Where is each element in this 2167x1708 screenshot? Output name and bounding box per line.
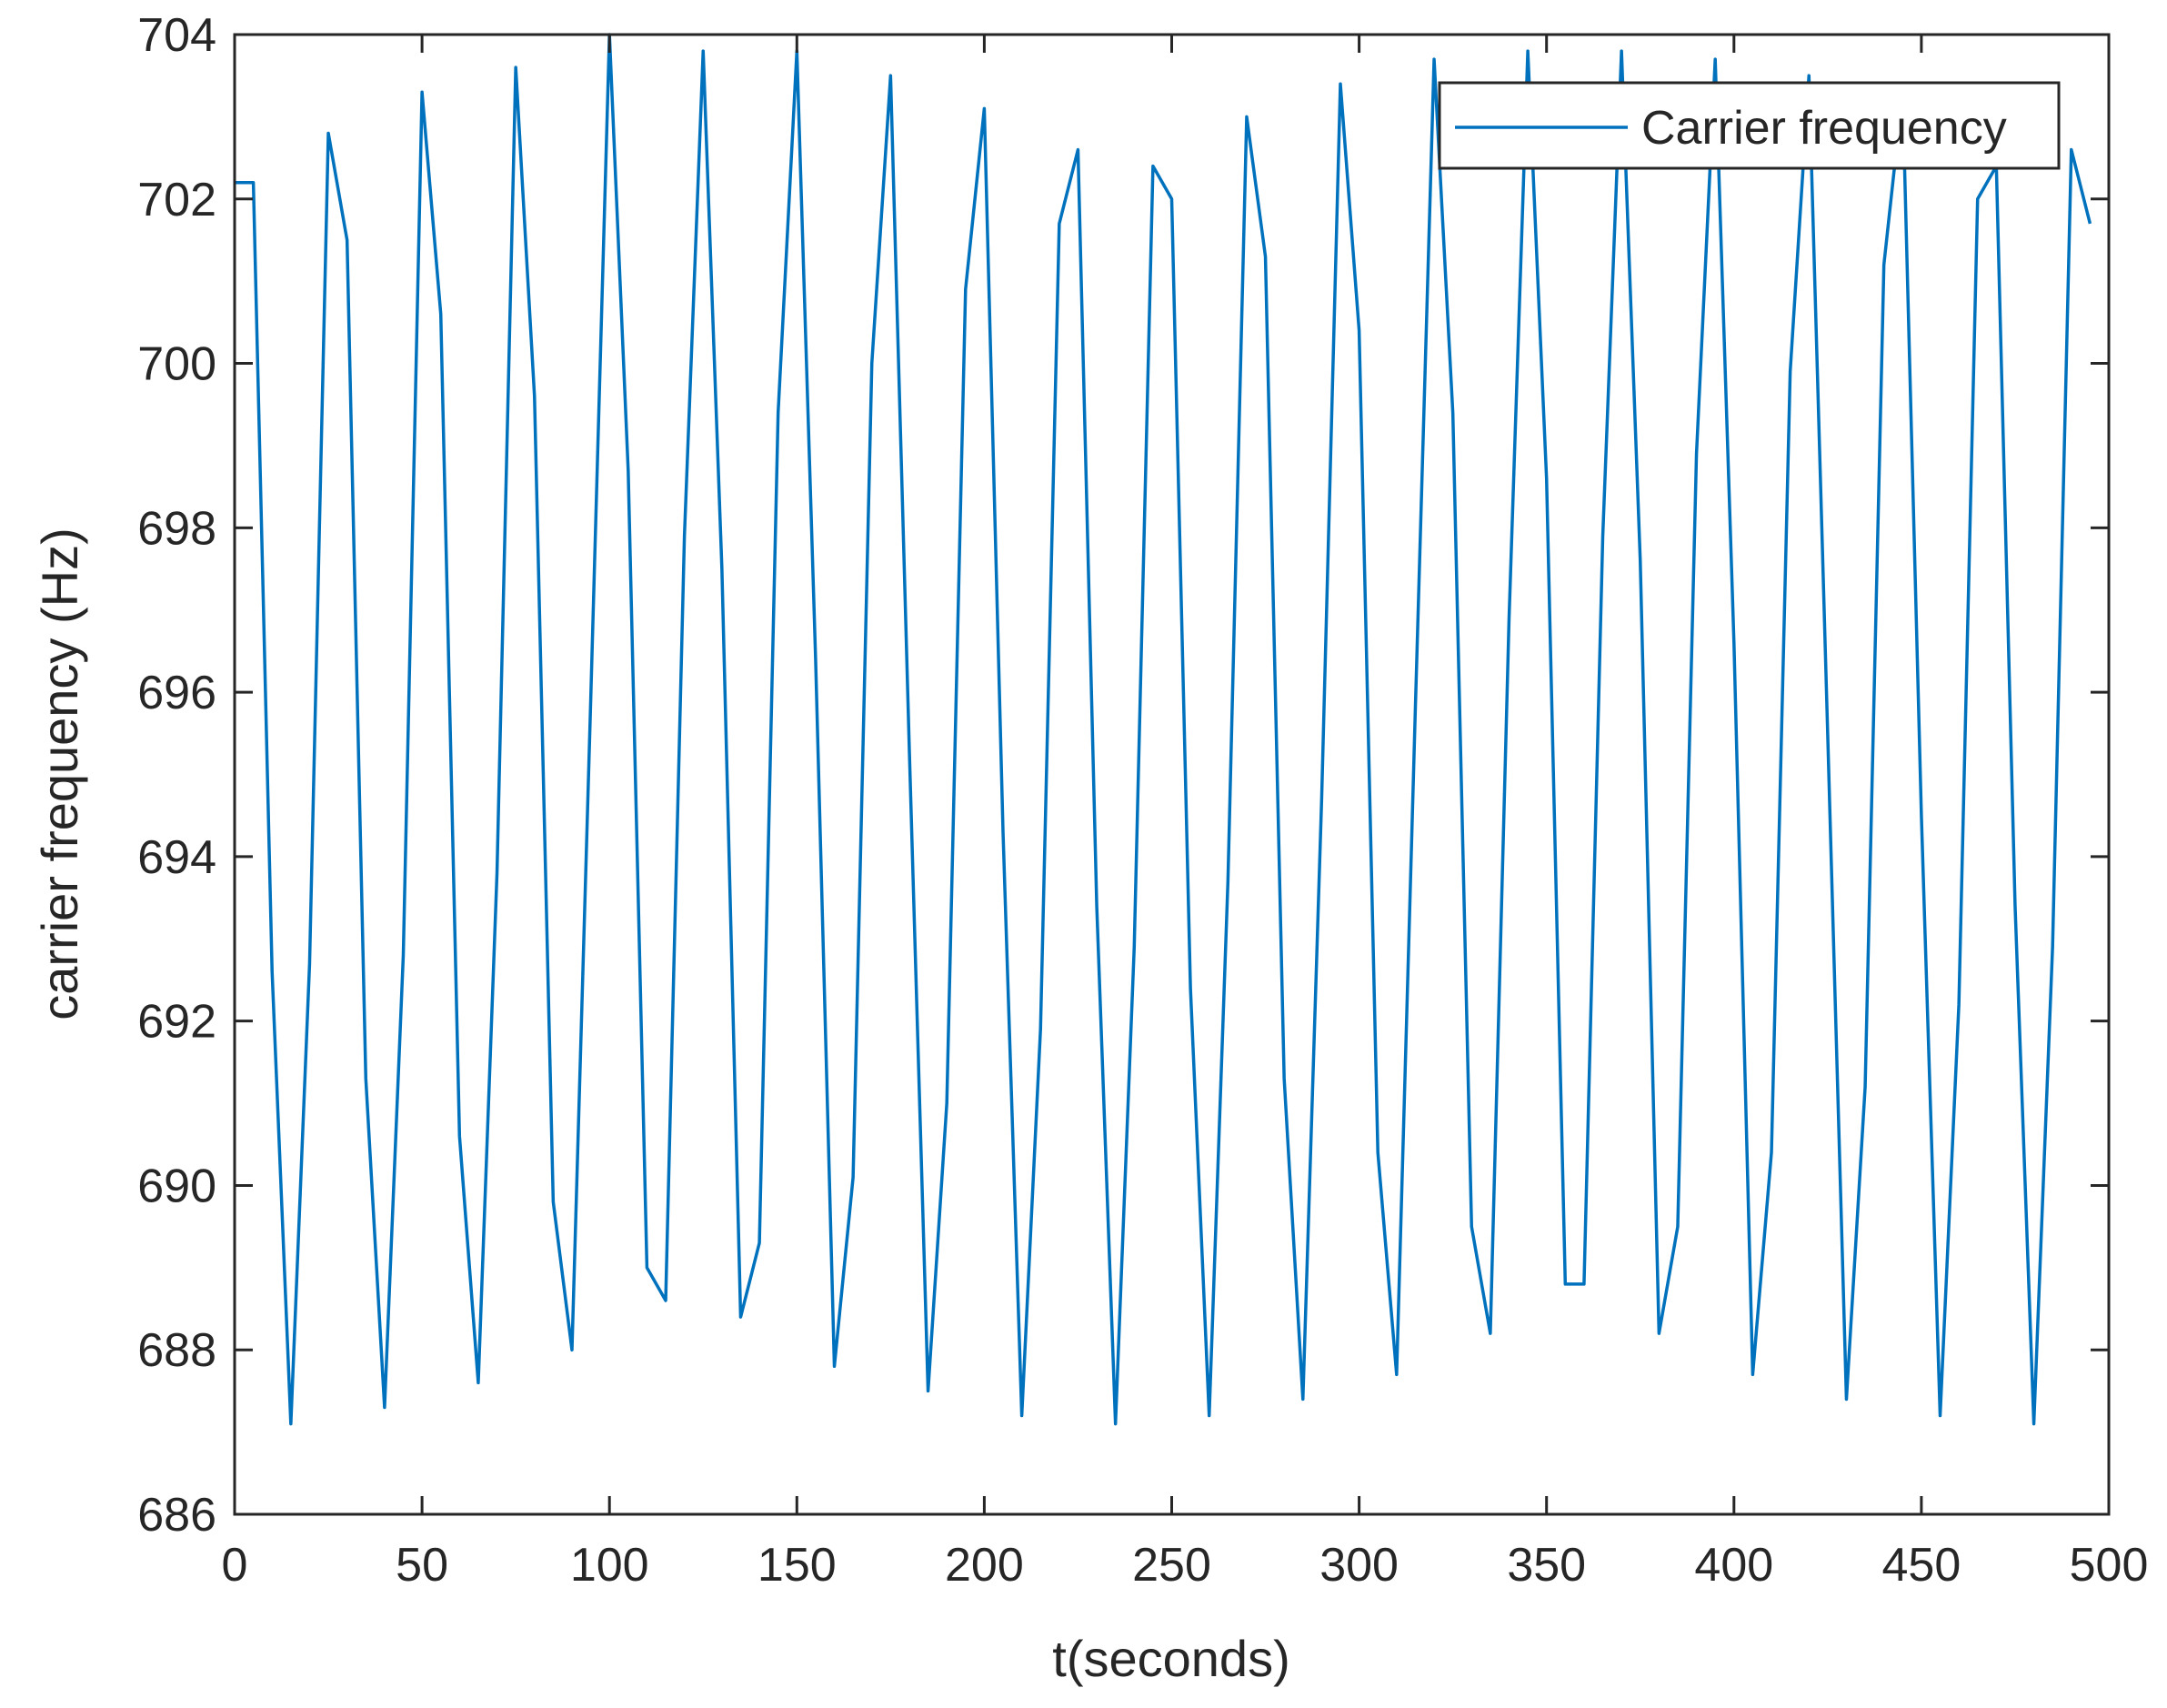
x-tick-label: 100 <box>570 1539 649 1592</box>
x-tick-label: 50 <box>396 1539 448 1592</box>
y-tick-label: 698 <box>137 502 216 555</box>
y-tick-label: 696 <box>137 667 216 719</box>
x-tick-label: 450 <box>1882 1539 1961 1592</box>
x-tick-label: 350 <box>1507 1539 1586 1592</box>
series-line-1 <box>235 33 2092 1426</box>
y-axis-label: carrier frequency (Hz) <box>31 527 88 1020</box>
legend-box <box>1438 81 2061 170</box>
y-tick-label: 700 <box>137 338 216 391</box>
x-tick-label: 250 <box>1132 1539 1211 1592</box>
y-tick-label: 690 <box>137 1160 216 1212</box>
x-tick-label: 500 <box>2070 1539 2149 1592</box>
series-layer <box>235 33 2092 1426</box>
y-tick-label: 688 <box>137 1324 216 1377</box>
y-tick-label: 692 <box>137 996 216 1049</box>
x-tick-label: 300 <box>1319 1539 1399 1592</box>
y-tick-label: 704 <box>137 9 216 62</box>
y-tick-label: 686 <box>137 1489 216 1542</box>
x-tick-label: 400 <box>1694 1539 1773 1592</box>
legend: Carrier frequency <box>1438 81 2061 170</box>
x-tick-label: 200 <box>945 1539 1024 1592</box>
x-axis-label: t(seconds) <box>1052 1630 1289 1687</box>
y-tick-label: 694 <box>137 831 216 884</box>
x-tick-label: 150 <box>757 1539 837 1592</box>
x-tick-label: 0 <box>222 1539 248 1592</box>
axes-layer: 0 50 100 150 200 250 300 350 400 450 500 686 688 690 6… <box>137 9 2148 1592</box>
y-tick-label: 702 <box>137 174 216 226</box>
legend-entry-carrier-frequency: Carrier frequency <box>1641 102 2007 155</box>
